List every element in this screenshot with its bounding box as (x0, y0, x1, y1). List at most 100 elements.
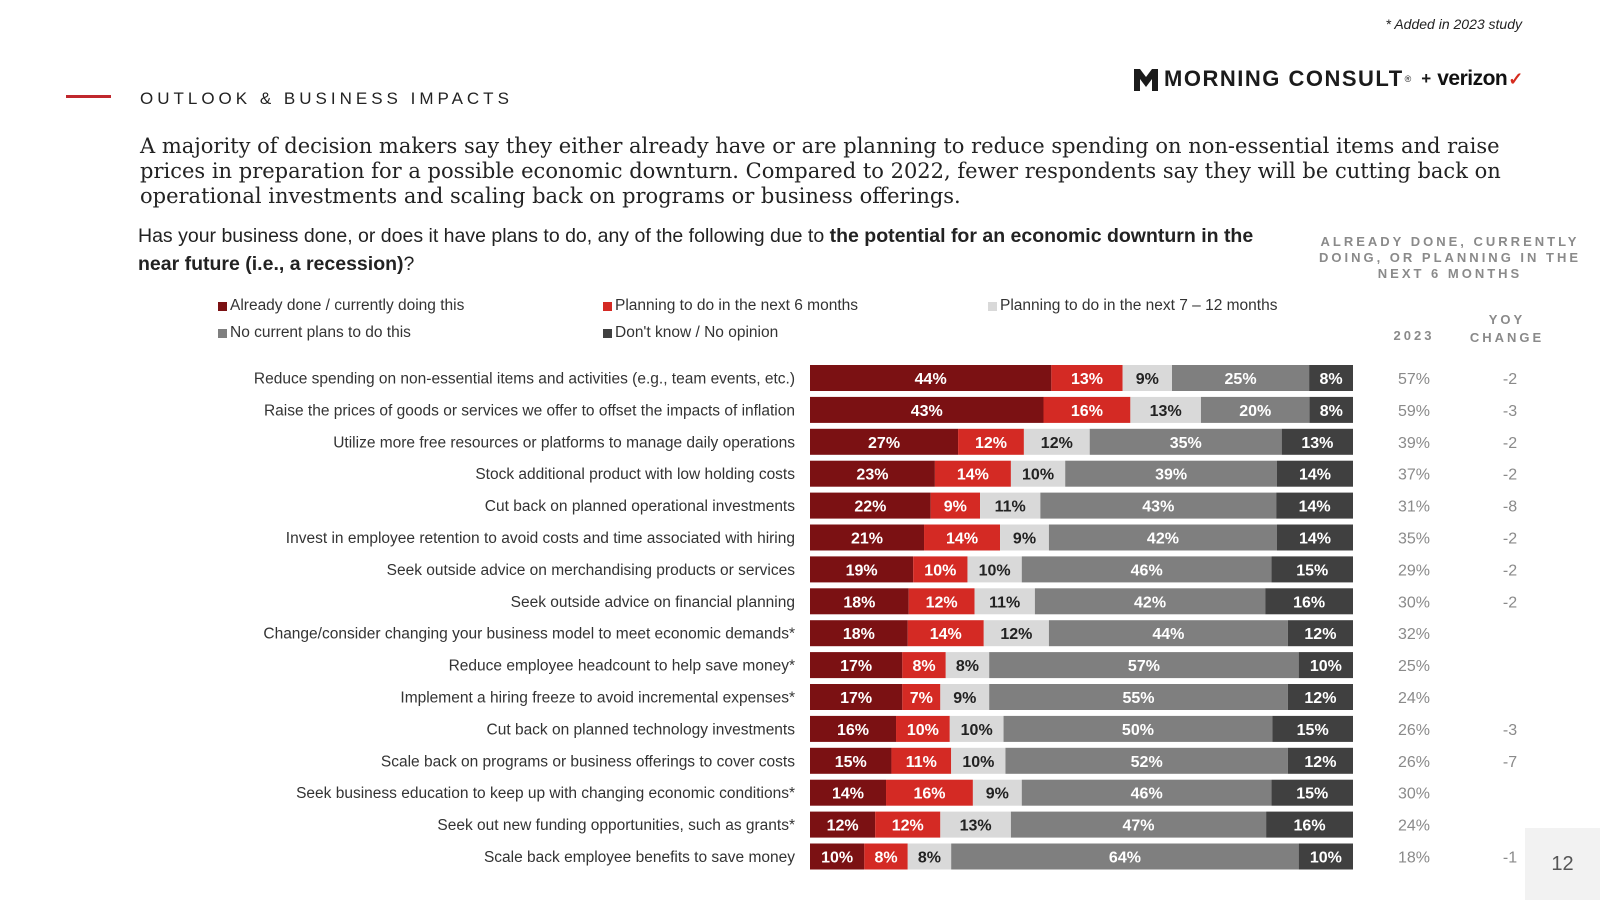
bar-segment-plan-7-12-months (1010, 460, 1066, 487)
data-label: 44% (915, 371, 947, 388)
bar-segment-dont-know (1309, 365, 1353, 391)
bar-segment-plan-6-months (1043, 396, 1131, 423)
brand-plus: + (1421, 69, 1432, 88)
total-2023-value: 30% (1398, 786, 1430, 803)
data-label: 50% (1122, 722, 1154, 739)
data-label: 27% (868, 435, 900, 452)
bar-segment-plan-7-12-months (967, 556, 1022, 583)
bar-segment-plan-7-12-months (1000, 524, 1049, 551)
bar-segment-plan-7-12-months (1130, 396, 1201, 423)
bar-segment-plan-6-months (958, 428, 1024, 455)
data-label: 14% (1299, 467, 1331, 484)
question-bold: the potential for an economic downturn i… (138, 225, 1254, 275)
bar-segment-plan-6-months (875, 811, 941, 838)
bar-segment-already-done (810, 556, 914, 583)
data-label: 10% (962, 754, 994, 771)
bar-segment-plan-7-12-months (951, 747, 1006, 774)
data-label: 10% (1310, 850, 1342, 867)
data-label: 22% (854, 499, 886, 516)
category-label: Seek outside advice on financial plannin… (511, 594, 795, 611)
data-label: 8% (874, 850, 897, 867)
bar-segment-plan-6-months (1051, 365, 1123, 391)
data-label: 64% (1109, 850, 1141, 867)
data-label: 19% (846, 562, 878, 579)
partner-name: verizon (1437, 67, 1508, 90)
bar-segment-dont-know (1271, 556, 1353, 583)
data-label: 13% (1071, 371, 1103, 388)
data-label: 8% (1320, 403, 1343, 420)
data-label: 8% (1319, 371, 1342, 388)
data-label: 10% (979, 562, 1011, 579)
bar-segment-dont-know (1276, 460, 1353, 487)
data-label: 13% (960, 818, 992, 835)
data-label: 15% (835, 754, 867, 771)
data-label: 43% (911, 403, 943, 420)
bar-segment-no-plans (989, 684, 1288, 710)
legend-item-no-plans: No current plans to do this (218, 324, 411, 342)
data-label: 10% (821, 850, 853, 867)
data-label: 12% (975, 435, 1007, 452)
yoy-change-header: YOY CHANGE (1469, 312, 1545, 345)
bar-segment-no-plans (1021, 779, 1272, 806)
bar-segment-no-plans (951, 843, 1299, 870)
data-label: 52% (1131, 754, 1163, 771)
data-label: 20% (1239, 403, 1271, 420)
registered-mark: ® (1404, 74, 1412, 84)
total-2023-value: 29% (1398, 562, 1430, 579)
data-label: 47% (1122, 818, 1154, 835)
data-label: 16% (913, 786, 945, 803)
data-label: 12% (1304, 754, 1336, 771)
data-label: 16% (1294, 818, 1326, 835)
legend-label: Don't know / No opinion (615, 324, 779, 341)
legend-item-plan-7-12-months: Planning to do in the next 7 – 12 months (988, 297, 1277, 315)
category-label: Implement a hiring freeze to avoid incre… (400, 690, 795, 707)
data-label: 46% (1131, 786, 1163, 803)
category-label: Reduce employee headcount to help save m… (449, 658, 795, 675)
bar-segment-plan-7-12-months (983, 620, 1049, 647)
data-label: 14% (1299, 499, 1331, 516)
bar-segment-plan-7-12-months (1023, 428, 1090, 455)
bar-segment-already-done (810, 588, 909, 615)
yoy-change-value: -8 (1503, 499, 1517, 516)
data-label: 12% (1304, 626, 1336, 643)
total-2023-value: 30% (1398, 594, 1430, 611)
bar-segment-plan-6-months (886, 779, 973, 806)
yoy-change-value: -2 (1503, 371, 1517, 388)
bar-segment-no-plans (1040, 492, 1277, 519)
yoy-change-value: -2 (1503, 531, 1517, 548)
data-label: 16% (837, 722, 869, 739)
category-label: Seek business education to keep up with … (296, 785, 795, 802)
total-2023-value: 35% (1398, 531, 1430, 548)
headline: A majority of decision makers say they e… (140, 134, 1501, 208)
bar-segment-dont-know (1281, 428, 1353, 455)
yoy-change-value: -3 (1503, 722, 1517, 739)
bar-segment-already-done (810, 524, 925, 551)
morning-consult-logo-icon (1134, 69, 1158, 91)
bar-segment-plan-7-12-months (940, 811, 1011, 838)
bar-segment-dont-know (1276, 524, 1353, 551)
bar-segment-dont-know (1272, 715, 1353, 742)
total-2023-value: 57% (1398, 371, 1430, 388)
data-label: 9% (944, 499, 967, 516)
data-label: 10% (1310, 658, 1342, 675)
bar-segment-already-done (810, 396, 1044, 423)
bar-segment-already-done (810, 492, 931, 519)
bar-segment-already-done (810, 779, 887, 806)
data-label: 8% (918, 850, 941, 867)
bar-segment-dont-know (1309, 396, 1353, 423)
bar-segment-already-done (810, 843, 865, 870)
data-label: 8% (956, 658, 979, 675)
category-label: Invest in employee retention to avoid co… (286, 530, 795, 547)
data-label: 11% (995, 499, 1026, 516)
bar-segment-plan-7-12-months (974, 588, 1035, 615)
data-label: 12% (892, 818, 924, 835)
total-2023-value: 31% (1398, 499, 1430, 516)
data-label: 44% (1152, 626, 1184, 643)
total-2023-value: 24% (1398, 818, 1430, 835)
data-label: 16% (1071, 403, 1103, 420)
summary-column-header: ALREADY DONE, CURRENTLY DOING, OR PLANNI… (1318, 234, 1582, 281)
legend-label: Already done / currently doing this (230, 297, 465, 314)
yoy-change-value: -1 (1503, 850, 1517, 867)
bar-segment-no-plans (1003, 715, 1273, 742)
data-label: 14% (832, 786, 864, 803)
